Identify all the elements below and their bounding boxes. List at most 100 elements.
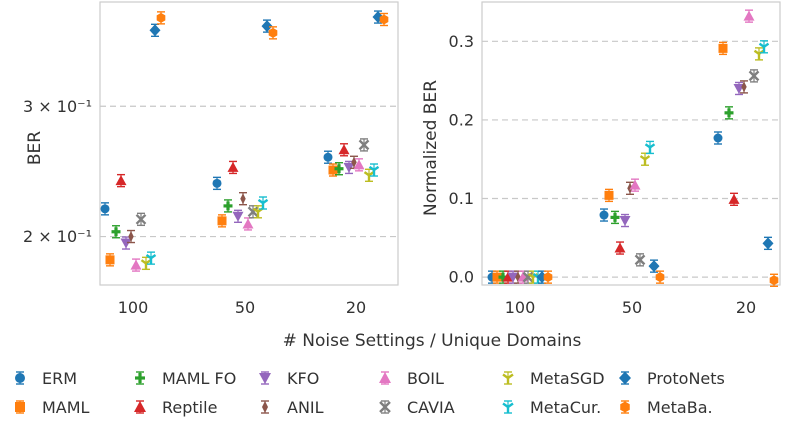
left-x-ticks: 100 50 20 — [118, 298, 366, 317]
legend-label: BOIL — [407, 369, 444, 388]
legend-label: ProtoNets — [647, 369, 725, 388]
y-tick-label: 0.2 — [449, 110, 474, 129]
legend-marker — [620, 400, 630, 414]
point-protonets — [762, 236, 774, 251]
point-cavia — [748, 69, 760, 83]
point-metacur- — [758, 40, 770, 54]
point-cavia — [358, 138, 370, 152]
point-boil — [353, 158, 365, 172]
legend-label: ERM — [42, 369, 77, 388]
right-x-ticks: 100 50 20 — [505, 298, 756, 317]
point-maml-fo — [724, 106, 734, 120]
shared-x-axis-label: # Noise Settings / Unique Domains — [283, 331, 582, 351]
legend-item: ANIL — [261, 398, 324, 417]
y-tick-label: 3 × 10⁻¹ — [23, 97, 92, 116]
legend-label: KFO — [287, 369, 319, 388]
x-tick-label: 50 — [622, 298, 642, 317]
point-maml-fo — [223, 199, 233, 213]
point-metasgd — [363, 168, 375, 182]
legend-label: MetaBa. — [647, 398, 713, 417]
legend-marker — [15, 400, 25, 414]
legend-item: ProtoNets — [619, 369, 725, 388]
left-panel: 2 × 10⁻¹ 3 × 10⁻¹ 100 50 20 BER — [23, 1, 399, 317]
point-maml-fo — [334, 162, 344, 176]
legend-marker — [502, 371, 514, 385]
legend-label: MAML — [42, 398, 90, 417]
legend: ERM MAML MAML FO Reptile KFO ANIL BOIL CAVIA Met… — [15, 369, 725, 417]
point-metaba- — [268, 26, 278, 40]
point-kfo — [343, 160, 355, 175]
legend-item: KFO — [259, 369, 319, 388]
legend-marker — [379, 400, 391, 414]
point-metaba- — [655, 270, 665, 284]
right-panel: 0.0 0.1 0.2 0.3 100 50 20 Normalized BER — [421, 1, 781, 317]
point-reptile — [115, 173, 127, 188]
left-y-ticks: 2 × 10⁻¹ 3 × 10⁻¹ — [23, 97, 92, 246]
legend-marker — [135, 371, 145, 385]
x-tick-label: 20 — [736, 298, 756, 317]
point-metacur- — [644, 140, 656, 155]
point-erm — [100, 202, 110, 216]
point-maml — [217, 214, 227, 228]
point-maml-fo — [111, 225, 121, 239]
point-metacur- — [145, 251, 157, 265]
point-boil — [130, 258, 142, 272]
point-erm — [713, 131, 723, 145]
point-boil — [629, 178, 641, 192]
point-reptile — [227, 160, 239, 175]
point-anil — [740, 80, 748, 94]
legend-item: ERM — [15, 369, 77, 388]
x-tick-label: 50 — [235, 298, 255, 317]
legend-item: MAML — [15, 398, 90, 417]
point-maml — [604, 188, 614, 203]
y-tick-label: 0.3 — [449, 32, 474, 51]
legend-item: MetaSGD — [502, 369, 605, 388]
x-tick-label: 100 — [505, 298, 536, 317]
point-metaba- — [769, 273, 779, 287]
point-metaba- — [156, 11, 166, 25]
point-maml — [328, 163, 338, 177]
point-boil — [743, 9, 755, 23]
point-maml-fo — [610, 210, 620, 225]
point-reptile — [338, 143, 350, 157]
point-metasgd — [140, 256, 152, 271]
left-y-axis-label: BER — [25, 131, 45, 165]
right-y-axis-label: Normalized BER — [421, 80, 441, 216]
point-anil — [127, 229, 135, 244]
right-y-ticks: 0.0 0.1 0.2 0.3 — [449, 32, 474, 287]
y-tick-label: 0.0 — [449, 268, 474, 287]
legend-item: MAML FO — [135, 369, 236, 388]
y-tick-label: 2 × 10⁻¹ — [23, 227, 92, 246]
point-anil — [239, 191, 247, 206]
right-plot-frame — [481, 1, 781, 286]
legend-label: Reptile — [162, 398, 217, 417]
legend-label: MetaCur. — [530, 398, 601, 417]
point-kfo — [619, 213, 631, 228]
point-erm — [599, 208, 609, 222]
point-protonets — [648, 259, 660, 273]
legend-marker — [379, 371, 391, 385]
point-reptile — [614, 241, 626, 255]
left-marks — [100, 10, 389, 272]
legend-marker — [15, 371, 25, 385]
point-kfo — [232, 209, 244, 224]
point-metacur- — [257, 196, 269, 210]
point-metaba- — [543, 270, 553, 284]
legend-item: MetaBa. — [620, 398, 713, 417]
legend-label: MetaSGD — [530, 369, 605, 388]
x-tick-label: 100 — [118, 298, 149, 317]
legend-marker — [261, 400, 269, 414]
legend-marker — [619, 371, 631, 385]
point-maml — [718, 41, 728, 56]
legend-item: BOIL — [379, 369, 444, 388]
point-erm — [212, 176, 222, 191]
left-plot-frame — [99, 1, 399, 286]
x-tick-label: 20 — [346, 298, 366, 317]
legend-item: Reptile — [134, 398, 217, 417]
legend-marker — [502, 400, 514, 414]
point-metacur- — [368, 163, 380, 177]
legend-label: MAML FO — [162, 369, 236, 388]
point-maml — [105, 253, 115, 267]
right-marks — [487, 9, 779, 287]
